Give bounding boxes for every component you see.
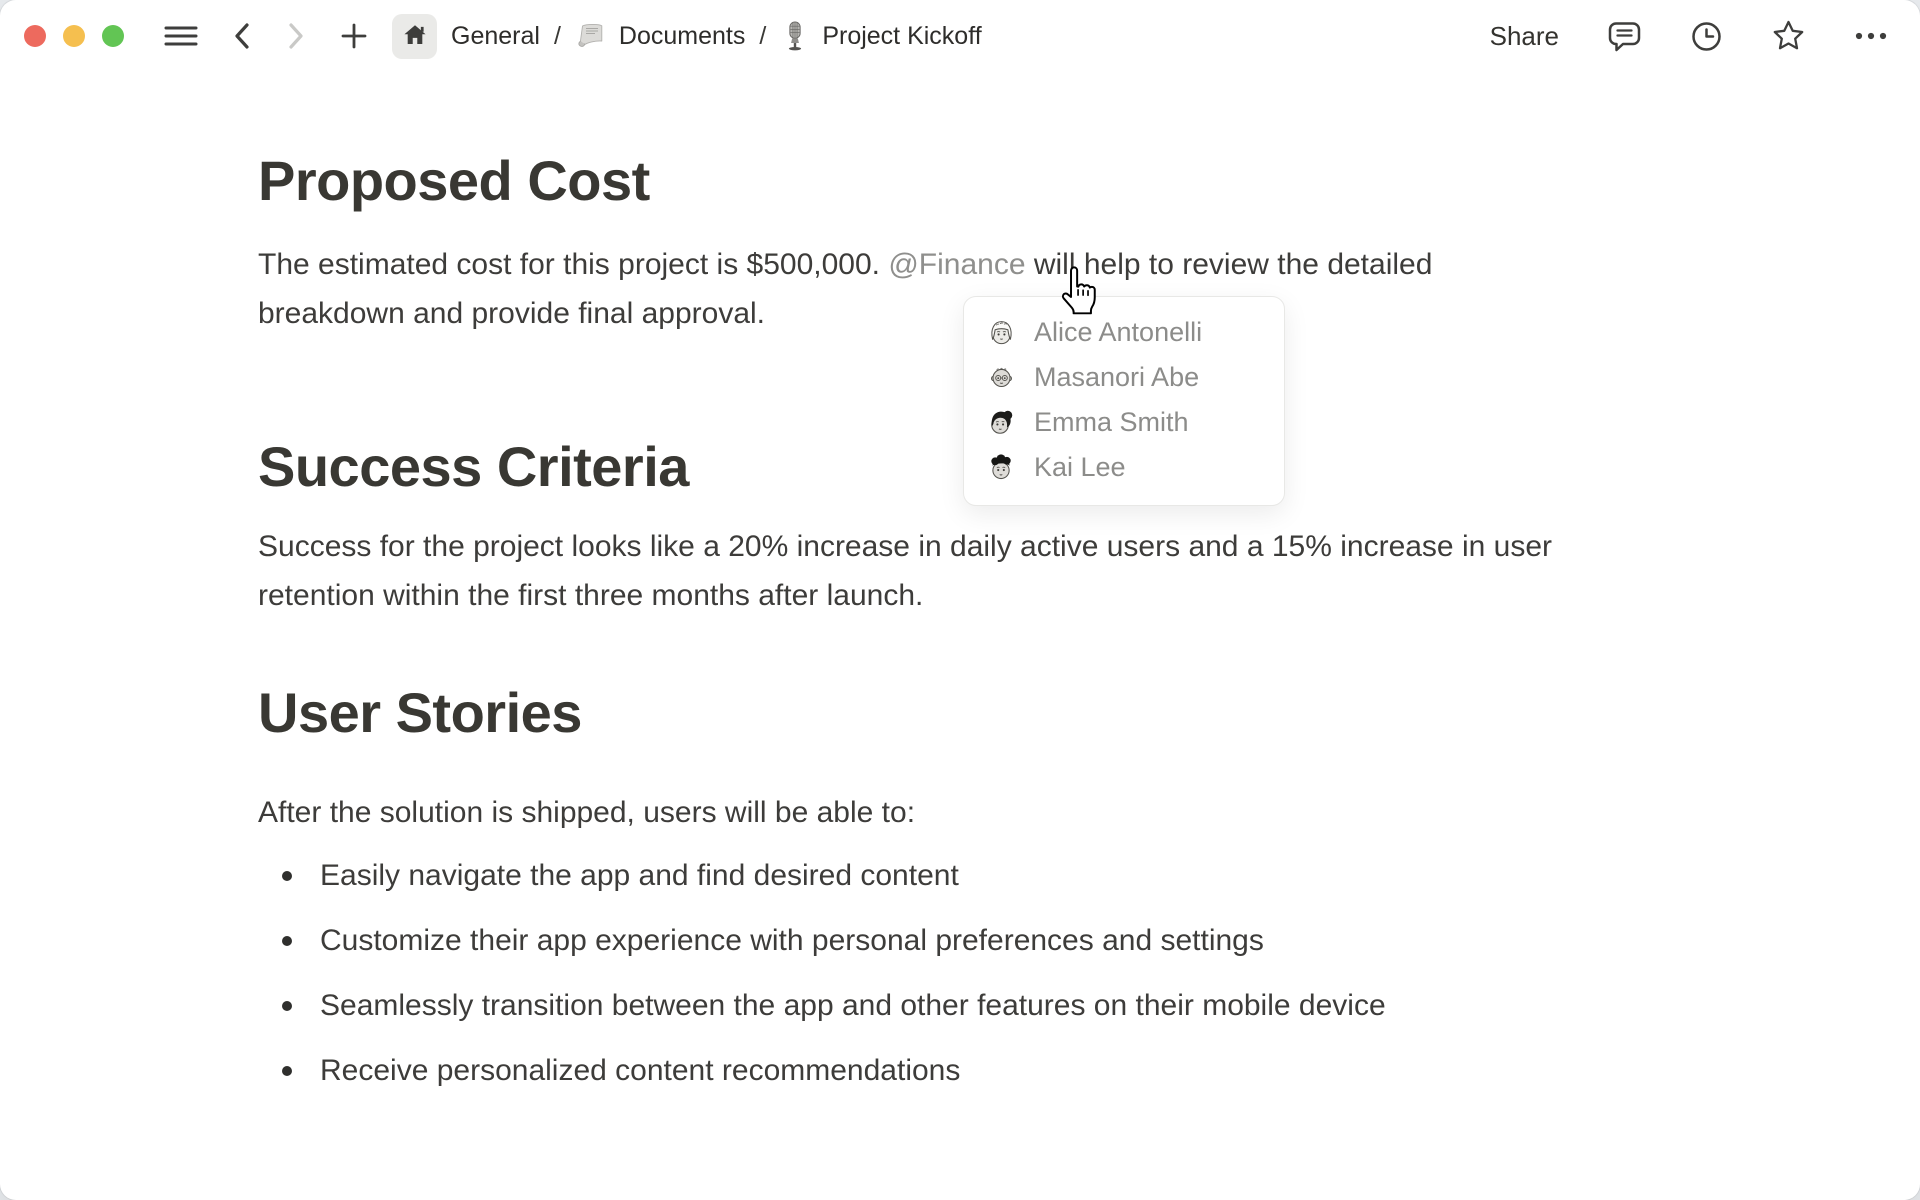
- avatar-kai: [986, 452, 1017, 483]
- breadcrumb-label: Project Kickoff: [822, 21, 982, 50]
- forward-button[interactable]: [286, 21, 306, 51]
- bullet-icon: [282, 871, 292, 881]
- mention-option-name: Masanori Abe: [1034, 362, 1200, 392]
- window-controls: [24, 25, 124, 47]
- comments-button[interactable]: [1607, 20, 1642, 52]
- history-button[interactable]: [1690, 20, 1723, 53]
- breadcrumb-item-documents[interactable]: Documents: [575, 20, 745, 52]
- section-heading-proposed-cost: Proposed Cost: [258, 149, 650, 212]
- scroll-icon: [575, 20, 607, 52]
- breadcrumb-item-general[interactable]: General: [451, 22, 540, 51]
- mention-option-name: Alice Antonelli: [1034, 317, 1203, 347]
- toolbar-right-group: Share: [1490, 19, 1888, 53]
- paragraph-text: will help to review the detailed breakdo…: [258, 248, 1433, 330]
- close-window-button[interactable]: [24, 25, 46, 47]
- section-heading-success-criteria: Success Criteria: [258, 435, 689, 498]
- list-item: Easily navigate the app and find desired…: [258, 851, 1870, 900]
- new-document-button[interactable]: [340, 22, 368, 50]
- sidebar-menu-button[interactable]: [164, 21, 198, 51]
- list-item-text: Seamlessly transition between the app an…: [320, 989, 1386, 1022]
- mention-option-name: Emma Smith: [1034, 407, 1189, 437]
- avatar-emma: [986, 407, 1017, 438]
- toolbar: General / Documents /: [0, 0, 1920, 72]
- breadcrumb-separator: /: [759, 21, 767, 50]
- finance-mention-link[interactable]: @Finance: [888, 248, 1026, 281]
- section-heading-user-stories: User Stories: [258, 681, 582, 744]
- avatar-masanori: [986, 362, 1017, 393]
- mention-option-name: Kai Lee: [1034, 452, 1126, 482]
- comment-icon: [1607, 20, 1642, 52]
- list-item-text: Easily navigate the app and find desired…: [320, 859, 959, 892]
- microphone-icon: [780, 20, 810, 52]
- mention-option-kai-lee[interactable]: Kai Lee: [964, 445, 1284, 490]
- breadcrumb-home-button[interactable]: [392, 13, 437, 59]
- breadcrumb-label: General: [451, 21, 540, 50]
- breadcrumb-item-project-kickoff[interactable]: Project Kickoff: [780, 20, 982, 52]
- plus-icon: [340, 22, 368, 50]
- document-canvas: Proposed Cost The estimated cost for thi…: [0, 148, 1870, 1095]
- mention-option-alice-antonelli[interactable]: Alice Antonelli: [964, 310, 1284, 355]
- avatar-alice: [986, 317, 1017, 348]
- mention-option-emma-smith[interactable]: Emma Smith: [964, 400, 1284, 445]
- history-clock-icon: [1690, 20, 1723, 53]
- star-icon: [1771, 19, 1806, 53]
- user-stories-list: Easily navigate the app and find desired…: [258, 851, 1870, 1095]
- paragraph-success-criteria: Success for the project looks like a 20%…: [258, 530, 1552, 612]
- minimize-window-button[interactable]: [63, 25, 85, 47]
- mention-suggestions-popup: Alice Antonelli Masanori Abe: [963, 296, 1285, 506]
- paragraph-text: The estimated cost for this project is $…: [258, 248, 889, 281]
- zoom-window-button[interactable]: [102, 25, 124, 47]
- breadcrumb: General / Documents /: [451, 20, 982, 52]
- favorite-button[interactable]: [1771, 19, 1806, 53]
- list-item: Customize their app experience with pers…: [258, 916, 1870, 965]
- list-item: Receive personalized content recommendat…: [258, 1046, 1870, 1095]
- mention-option-masanori-abe[interactable]: Masanori Abe: [964, 355, 1284, 400]
- bullet-icon: [282, 1066, 292, 1076]
- list-item-text: Receive personalized content recommendat…: [320, 1054, 961, 1087]
- breadcrumb-label: Documents: [618, 21, 746, 50]
- back-chevron-icon: [232, 21, 252, 51]
- breadcrumb-separator: /: [553, 21, 561, 50]
- ellipsis-icon: [1854, 31, 1888, 41]
- paragraph-proposed-cost: The estimated cost for this project is $…: [258, 240, 1870, 338]
- more-options-button[interactable]: [1854, 31, 1888, 41]
- nav-button-group: [164, 21, 368, 51]
- bullet-icon: [282, 936, 292, 946]
- paragraph-user-stories-intro: After the solution is shipped, users wil…: [258, 796, 916, 829]
- list-item: Seamlessly transition between the app an…: [258, 981, 1870, 1030]
- list-item-text: Customize their app experience with pers…: [320, 924, 1264, 957]
- back-button[interactable]: [232, 21, 252, 51]
- home-icon: [402, 22, 428, 51]
- menu-icon: [164, 21, 198, 51]
- share-button[interactable]: Share: [1489, 20, 1559, 51]
- forward-chevron-icon: [286, 21, 306, 51]
- bullet-icon: [282, 1001, 292, 1011]
